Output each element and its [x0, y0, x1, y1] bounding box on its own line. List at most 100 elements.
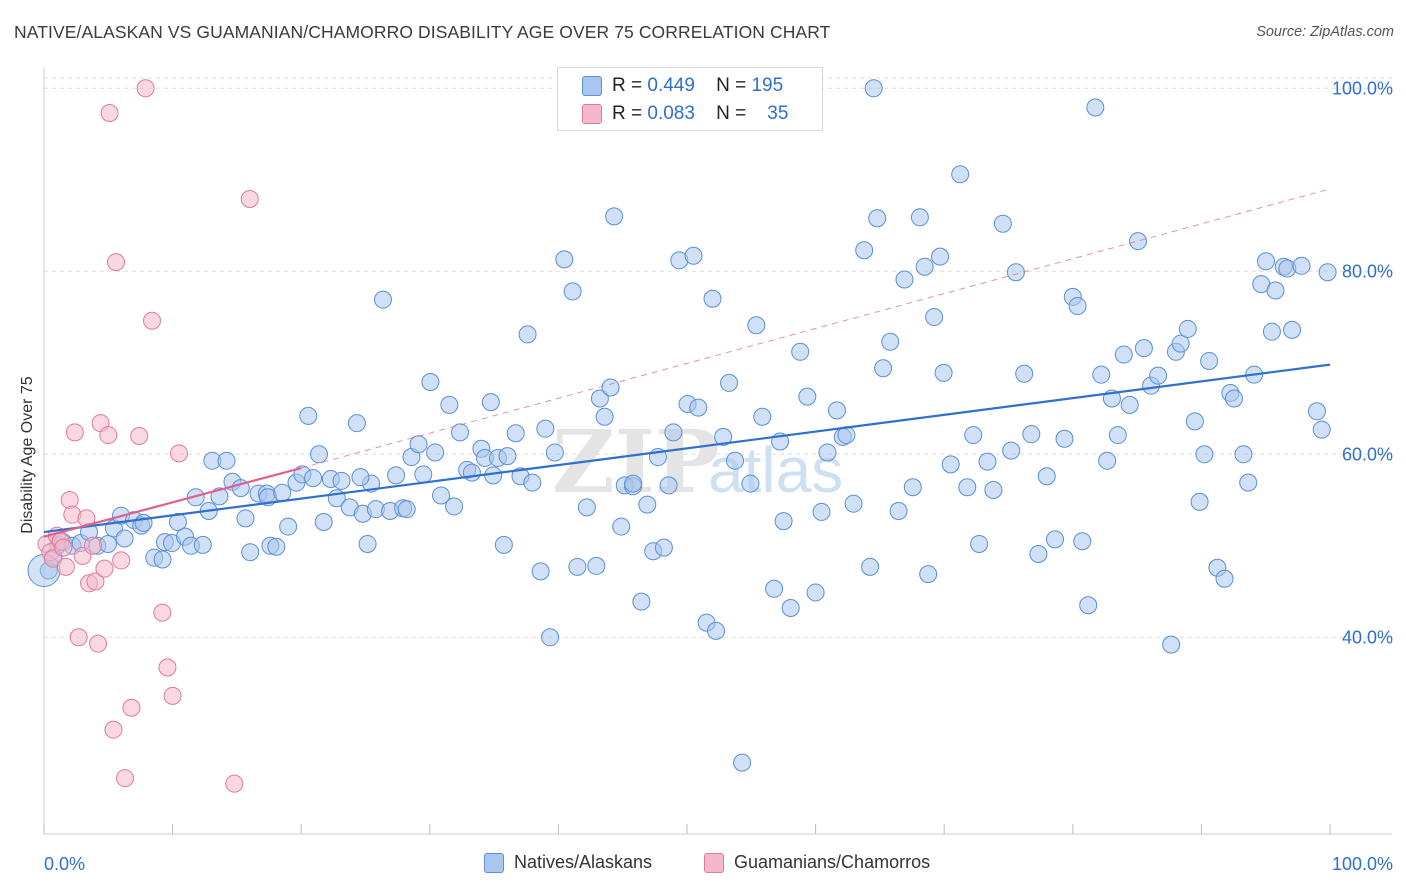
data-point	[1108, 426, 1127, 445]
data-point	[1178, 319, 1197, 338]
legend-item-natives[interactable]: Natives/Alaskans	[484, 852, 652, 873]
data-point	[89, 634, 108, 653]
data-point	[83, 536, 102, 555]
legend-r-value: 0.449	[647, 75, 695, 96]
data-point	[889, 502, 908, 521]
data-point	[134, 513, 153, 532]
data-point	[601, 378, 620, 397]
data-point	[861, 557, 880, 576]
axes	[43, 68, 1392, 835]
data-point	[168, 512, 187, 531]
data-point	[347, 414, 366, 433]
data-point	[545, 443, 564, 462]
trend-line-natives	[43, 363, 1331, 534]
data-point	[44, 549, 63, 568]
legend-swatch-blue	[484, 852, 504, 873]
data-point	[60, 491, 79, 510]
data-point	[397, 500, 416, 519]
legend-n-label: N =	[716, 75, 747, 96]
data-point	[931, 247, 950, 266]
data-point	[518, 325, 537, 344]
data-point	[1224, 389, 1243, 408]
data-point	[536, 419, 555, 438]
data-point	[100, 104, 119, 123]
data-point	[217, 451, 236, 470]
data-point	[1079, 596, 1098, 615]
y-tick-labels: 40.0% 60.0% 80.0% 100.0%	[1332, 78, 1393, 647]
data-point	[925, 308, 944, 327]
data-point	[136, 79, 155, 98]
legend-r-value: 0.083	[647, 103, 695, 124]
data-point	[1098, 451, 1117, 470]
data-point	[107, 253, 126, 272]
data-point	[541, 628, 560, 647]
data-point	[273, 483, 292, 502]
legend-item-guamanians[interactable]: Guamanians/Chamorros	[704, 852, 930, 873]
data-point	[332, 471, 351, 490]
data-point	[445, 497, 464, 516]
data-point	[568, 557, 587, 576]
data-point	[56, 557, 75, 576]
legend-label-natives: Natives/Alaskans	[514, 852, 653, 872]
data-point	[69, 628, 88, 647]
data-point	[753, 407, 772, 426]
source-label: Source: ZipAtlas.com	[1256, 24, 1394, 40]
data-point	[733, 753, 752, 772]
data-point	[1195, 445, 1214, 464]
data-point	[351, 468, 370, 487]
data-point	[414, 465, 433, 484]
y-tick-label: 80.0%	[1342, 261, 1393, 281]
data-point	[827, 401, 846, 420]
data-point	[1312, 420, 1331, 439]
data-point	[267, 537, 286, 556]
data-point	[563, 282, 582, 301]
legend-swatch-pink	[704, 852, 724, 873]
data-point	[654, 538, 673, 557]
data-point	[707, 621, 726, 640]
x-tick-labels: 0.0% 100.0%	[44, 854, 1393, 874]
data-point	[1200, 351, 1219, 370]
data-point	[941, 455, 960, 474]
x-tick-label: 100.0%	[1332, 854, 1393, 874]
data-point	[903, 478, 922, 497]
data-point	[895, 270, 914, 289]
data-point	[659, 476, 678, 495]
trend-lines	[43, 188, 1331, 538]
data-point	[143, 311, 162, 330]
data-point	[910, 208, 929, 227]
data-point	[1002, 441, 1021, 460]
data-point	[279, 517, 298, 536]
data-point	[1149, 366, 1168, 385]
data-point	[1086, 98, 1105, 117]
data-point	[632, 592, 651, 611]
data-point	[741, 474, 760, 493]
data-point	[1046, 530, 1065, 549]
series-legend: Natives/Alaskans Guamanians/Chamorros	[0, 852, 1406, 876]
data-point	[158, 658, 177, 677]
data-point	[1185, 412, 1204, 431]
data-point	[358, 534, 377, 553]
y-tick-label: 100.0%	[1332, 78, 1393, 98]
data-point	[1162, 635, 1181, 654]
data-point	[95, 559, 114, 578]
legend-row-natives: R = 0.449 N = 195	[582, 74, 783, 98]
legend-r-label: R =	[612, 103, 643, 124]
data-point	[506, 424, 525, 443]
data-point	[781, 599, 800, 618]
data-point	[984, 480, 1003, 499]
data-point	[1283, 320, 1302, 339]
data-point	[747, 316, 766, 335]
data-point	[664, 423, 683, 442]
data-point	[964, 426, 983, 445]
legend-n-value: 35	[767, 103, 789, 124]
legend-n-label: N =	[716, 103, 747, 124]
data-point	[958, 478, 977, 497]
data-point	[373, 290, 392, 309]
data-point	[774, 512, 793, 531]
data-point	[978, 452, 997, 471]
data-point	[934, 363, 953, 382]
data-point	[595, 407, 614, 426]
data-point	[451, 423, 470, 442]
y-axis-label: Disability Age Over 75	[19, 376, 36, 534]
data-point	[462, 463, 481, 482]
